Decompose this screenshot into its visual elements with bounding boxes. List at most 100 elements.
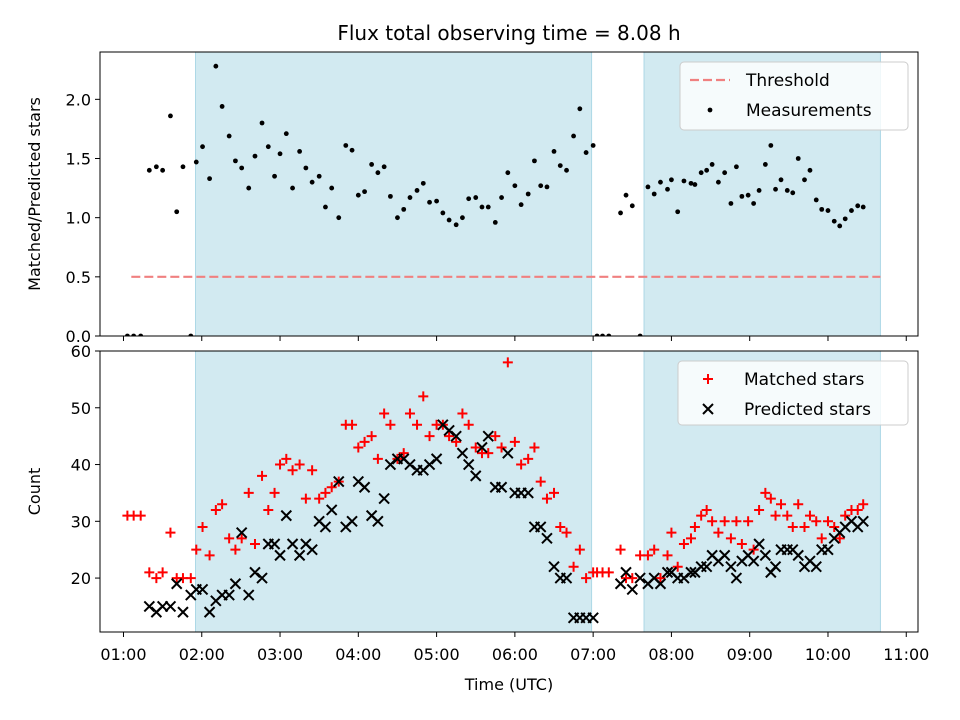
x-tick-label: 05:00 bbox=[414, 645, 460, 664]
y-tick-label: 0.5 bbox=[66, 268, 91, 287]
x-tick-label: 11:00 bbox=[883, 645, 929, 664]
data-point bbox=[725, 533, 736, 544]
data-point bbox=[810, 561, 822, 573]
data-point bbox=[277, 151, 283, 157]
data-point bbox=[773, 186, 778, 192]
observing-window-shade bbox=[194, 350, 593, 633]
data-point bbox=[577, 106, 583, 112]
data-point bbox=[849, 208, 854, 213]
data-point bbox=[634, 572, 646, 584]
y-tick-label: 20 bbox=[71, 569, 91, 588]
data-point bbox=[759, 549, 772, 562]
y-tick-label: 40 bbox=[71, 456, 91, 475]
data-point bbox=[736, 539, 747, 550]
data-point bbox=[685, 533, 696, 544]
data-point bbox=[217, 499, 228, 510]
data-point bbox=[470, 442, 481, 453]
data-point bbox=[857, 515, 869, 528]
data-point bbox=[709, 162, 715, 167]
data-point bbox=[362, 189, 367, 195]
data-point bbox=[505, 170, 511, 176]
y-tick-label: 2.0 bbox=[66, 90, 91, 109]
x-tick-label: 08:00 bbox=[648, 645, 694, 664]
data-point bbox=[272, 173, 277, 179]
data-point bbox=[525, 191, 531, 197]
data-point bbox=[522, 487, 534, 499]
chart-title: Flux total observing time = 8.08 h bbox=[337, 21, 680, 45]
data-point bbox=[427, 199, 432, 205]
data-point bbox=[407, 195, 413, 200]
data-point bbox=[294, 459, 305, 470]
data-point bbox=[466, 196, 472, 202]
data-point bbox=[614, 578, 627, 590]
data-point bbox=[388, 193, 393, 199]
data-point bbox=[193, 159, 199, 165]
legend-label: Matched stars bbox=[744, 370, 864, 390]
data-point bbox=[349, 147, 355, 153]
data-point bbox=[495, 481, 508, 493]
data-point bbox=[395, 215, 400, 221]
data-point bbox=[233, 158, 238, 164]
data-point bbox=[440, 210, 446, 216]
data-point bbox=[715, 179, 721, 185]
data-point bbox=[479, 204, 485, 210]
legend: Matched stars Predicted stars bbox=[677, 360, 909, 426]
data-point bbox=[197, 521, 208, 532]
x-tick-label: 10:00 bbox=[805, 645, 851, 664]
data-point bbox=[751, 201, 757, 206]
data-point bbox=[412, 419, 423, 430]
data-point bbox=[813, 197, 819, 203]
data-point bbox=[681, 178, 687, 184]
y-tick-label: 0.0 bbox=[66, 327, 91, 346]
data-point bbox=[496, 442, 507, 453]
data-point bbox=[747, 555, 760, 567]
data-point bbox=[756, 188, 762, 193]
data-point bbox=[852, 504, 863, 515]
data-point bbox=[842, 216, 848, 222]
y-axis-label: Count bbox=[25, 468, 44, 516]
data-point bbox=[418, 391, 429, 402]
legend-box bbox=[679, 61, 909, 131]
data-point bbox=[787, 521, 798, 532]
data-point bbox=[307, 465, 318, 476]
data-point bbox=[858, 499, 869, 510]
data-point bbox=[303, 165, 309, 171]
data-point bbox=[213, 63, 219, 69]
data-point bbox=[297, 149, 303, 154]
data-point bbox=[825, 208, 831, 213]
data-point bbox=[707, 516, 718, 527]
data-point bbox=[450, 430, 462, 442]
data-point bbox=[320, 487, 331, 498]
data-point bbox=[544, 184, 550, 190]
data-point bbox=[730, 572, 743, 584]
data-point bbox=[135, 510, 146, 521]
data-point bbox=[840, 510, 851, 521]
data-point bbox=[701, 504, 712, 515]
data-point bbox=[637, 333, 643, 336]
data-point bbox=[138, 333, 144, 336]
data-point bbox=[629, 203, 635, 209]
data-point bbox=[548, 561, 560, 573]
data-point bbox=[446, 217, 452, 223]
data-point bbox=[516, 459, 527, 470]
data-point bbox=[210, 504, 221, 515]
data-point bbox=[453, 222, 459, 228]
data-point bbox=[555, 521, 566, 532]
data-point bbox=[583, 150, 589, 155]
data-point bbox=[226, 133, 232, 139]
data-point bbox=[153, 164, 159, 170]
data-point bbox=[404, 408, 415, 419]
data-point bbox=[343, 143, 349, 148]
data-point bbox=[529, 442, 540, 453]
data-point bbox=[675, 209, 681, 215]
data-point bbox=[665, 186, 670, 192]
data-point bbox=[829, 521, 840, 532]
data-point bbox=[564, 167, 569, 173]
data-point bbox=[372, 453, 383, 464]
legend-label: Measurements bbox=[746, 101, 872, 121]
data-point bbox=[482, 430, 494, 442]
data-point bbox=[782, 510, 793, 521]
data-point bbox=[669, 177, 674, 183]
data-point bbox=[549, 487, 560, 498]
y-tick-label: 1.0 bbox=[66, 209, 91, 228]
